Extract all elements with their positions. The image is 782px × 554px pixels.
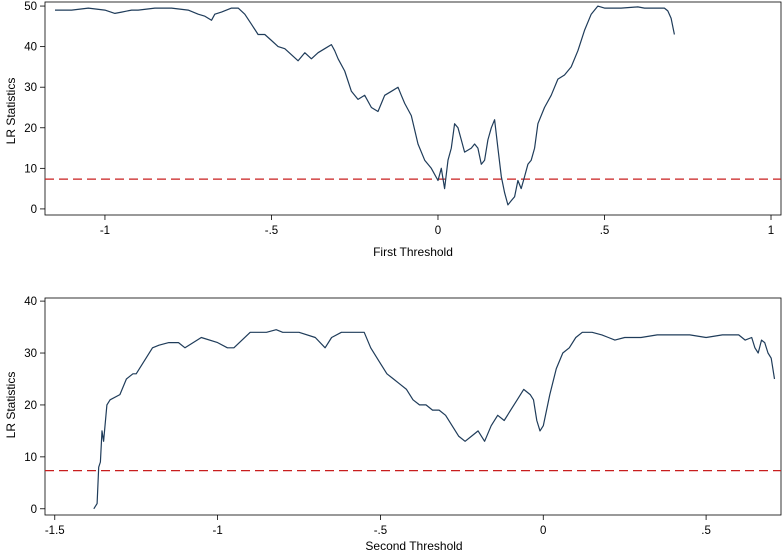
lr-statistics-line bbox=[55, 5, 675, 206]
x-axis-title: First Threshold bbox=[373, 245, 453, 259]
x-tick-label: 0 bbox=[435, 225, 441, 237]
y-axis-title: LR Statistics bbox=[4, 78, 18, 145]
x-tick-label: -.5 bbox=[374, 525, 387, 537]
tick-group: -1.5 -1 -.5 0 .5 0 10 20 30 40 bbox=[24, 296, 711, 537]
y-tick-label: 0 bbox=[31, 504, 37, 516]
y-tick-label: 0 bbox=[31, 204, 37, 216]
y-tick-label: 30 bbox=[24, 348, 37, 360]
x-tick-label: 0 bbox=[540, 525, 546, 537]
x-axis-title: Second Threshold bbox=[365, 539, 462, 553]
y-tick-label: 10 bbox=[24, 452, 37, 464]
y-tick-label: 20 bbox=[24, 123, 37, 135]
y-axis-title: LR Statistics bbox=[4, 372, 18, 439]
plot-area-frame bbox=[44, 297, 782, 516]
x-tick-label: -1 bbox=[100, 225, 110, 237]
y-tick-label: 20 bbox=[24, 400, 37, 412]
x-tick-label: -1.5 bbox=[45, 525, 65, 537]
second-threshold-panel: -1.5 -1 -.5 0 .5 0 10 20 30 40 Second Threshold L… bbox=[4, 296, 782, 553]
y-tick-label: 10 bbox=[24, 163, 37, 175]
x-tick-label: .5 bbox=[701, 525, 711, 537]
y-tick-label: 50 bbox=[24, 1, 37, 13]
y-tick-label: 30 bbox=[24, 82, 37, 94]
plot-area-frame bbox=[44, 1, 782, 216]
y-tick-label: 40 bbox=[24, 296, 37, 308]
x-tick-label: -.5 bbox=[265, 225, 278, 237]
x-tick-label: -1 bbox=[212, 525, 222, 537]
y-tick-label: 40 bbox=[24, 42, 37, 54]
x-tick-label: .5 bbox=[600, 225, 610, 237]
x-tick-label: 1 bbox=[768, 225, 774, 237]
lr-statistics-line bbox=[93, 329, 776, 510]
